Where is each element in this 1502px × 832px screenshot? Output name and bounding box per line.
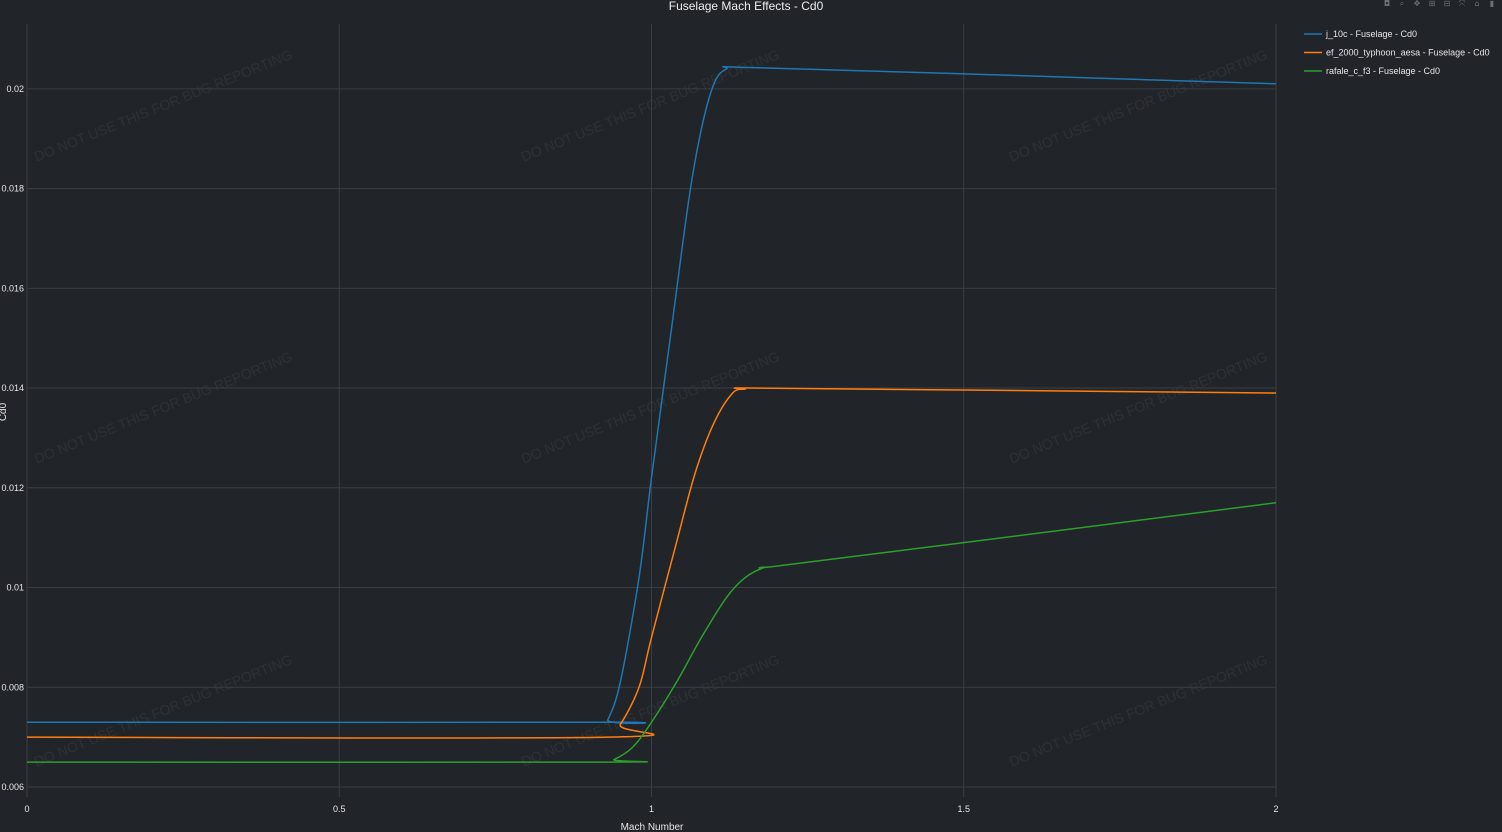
y-tick-label: 0.016 — [1, 283, 24, 293]
x-tick-labels: 0 0.5 1 1.5 2 — [24, 804, 1278, 814]
series-line-2[interactable] — [26, 502, 1277, 764]
y-tick-label: 0.012 — [1, 483, 24, 493]
series-lines — [26, 66, 1277, 764]
x-tick-label: 0 — [24, 804, 29, 814]
legend-label: rafale_c_f3 - Fuselage - Cd0 — [1326, 66, 1440, 76]
watermark-text: DO NOT USE THIS FOR BUG REPORTING — [1007, 348, 1270, 467]
y-tick-label: 0.014 — [1, 383, 24, 393]
x-tick-label: 1 — [649, 804, 654, 814]
legend[interactable]: j_10c - Fuselage - Cd0 ef_2000_typhoon_ae… — [1304, 29, 1490, 76]
watermark-text: DO NOT USE THIS FOR BUG REPORTING — [32, 651, 295, 770]
zoom-out-icon[interactable]: ⊟ — [1443, 0, 1451, 8]
zoom-icon[interactable]: ⌕ — [1399, 0, 1405, 8]
series-line-0[interactable] — [26, 66, 1277, 725]
watermark-text: DO NOT USE THIS FOR BUG REPORTING — [32, 46, 295, 165]
pan-icon[interactable]: ✥ — [1413, 0, 1421, 8]
watermarks: DO NOT USE THIS FOR BUG REPORTING DO NOT … — [32, 46, 1270, 770]
plotly-logo-icon[interactable]: ▮ — [1489, 0, 1495, 8]
x-tick-label: 2 — [1273, 804, 1278, 814]
series-line-1[interactable] — [26, 387, 1277, 739]
chart-title: Fuselage Mach Effects - Cd0 — [669, 0, 824, 13]
legend-item-0[interactable]: j_10c - Fuselage - Cd0 — [1304, 29, 1417, 39]
watermark-text: DO NOT USE THIS FOR BUG REPORTING — [519, 46, 782, 165]
legend-item-1[interactable]: ef_2000_typhoon_aesa - Fuselage - Cd0 — [1304, 48, 1490, 58]
legend-label: ef_2000_typhoon_aesa - Fuselage - Cd0 — [1326, 48, 1490, 58]
gridlines — [26, 24, 1277, 797]
x-tick-label: 0.5 — [333, 804, 346, 814]
modebar: ◘ ⌕ ✥ ⊞ ⊟ ⤧ ⌂ ▮ — [1381, 0, 1498, 8]
home-icon[interactable]: ⌂ — [1474, 0, 1480, 8]
legend-label: j_10c - Fuselage - Cd0 — [1325, 29, 1417, 39]
y-tick-label: 0.008 — [1, 682, 24, 692]
legend-item-2[interactable]: rafale_c_f3 - Fuselage - Cd0 — [1304, 66, 1440, 76]
y-tick-label: 0.006 — [1, 782, 24, 792]
watermark-text: DO NOT USE THIS FOR BUG REPORTING — [32, 348, 295, 467]
autoscale-icon[interactable]: ⤧ — [1458, 0, 1466, 8]
watermark-text: DO NOT USE THIS FOR BUG REPORTING — [519, 348, 782, 467]
x-axis-title: Mach Number — [621, 822, 684, 832]
watermark-text: DO NOT USE THIS FOR BUG REPORTING — [1007, 46, 1270, 165]
watermark-text: DO NOT USE THIS FOR BUG REPORTING — [519, 651, 782, 770]
y-tick-labels: 0.006 0.008 0.01 0.012 0.014 0.016 0.018 0.02 — [1, 84, 24, 792]
camera-icon[interactable]: ◘ — [1383, 0, 1391, 8]
y-tick-label: 0.02 — [6, 84, 24, 94]
zoom-in-icon[interactable]: ⊞ — [1428, 0, 1436, 8]
y-tick-label: 0.01 — [6, 583, 24, 593]
y-axis-title: Cd0 — [0, 402, 9, 421]
x-tick-label: 1.5 — [957, 804, 970, 814]
watermark-text: DO NOT USE THIS FOR BUG REPORTING — [1007, 651, 1270, 770]
y-tick-label: 0.018 — [1, 184, 24, 194]
